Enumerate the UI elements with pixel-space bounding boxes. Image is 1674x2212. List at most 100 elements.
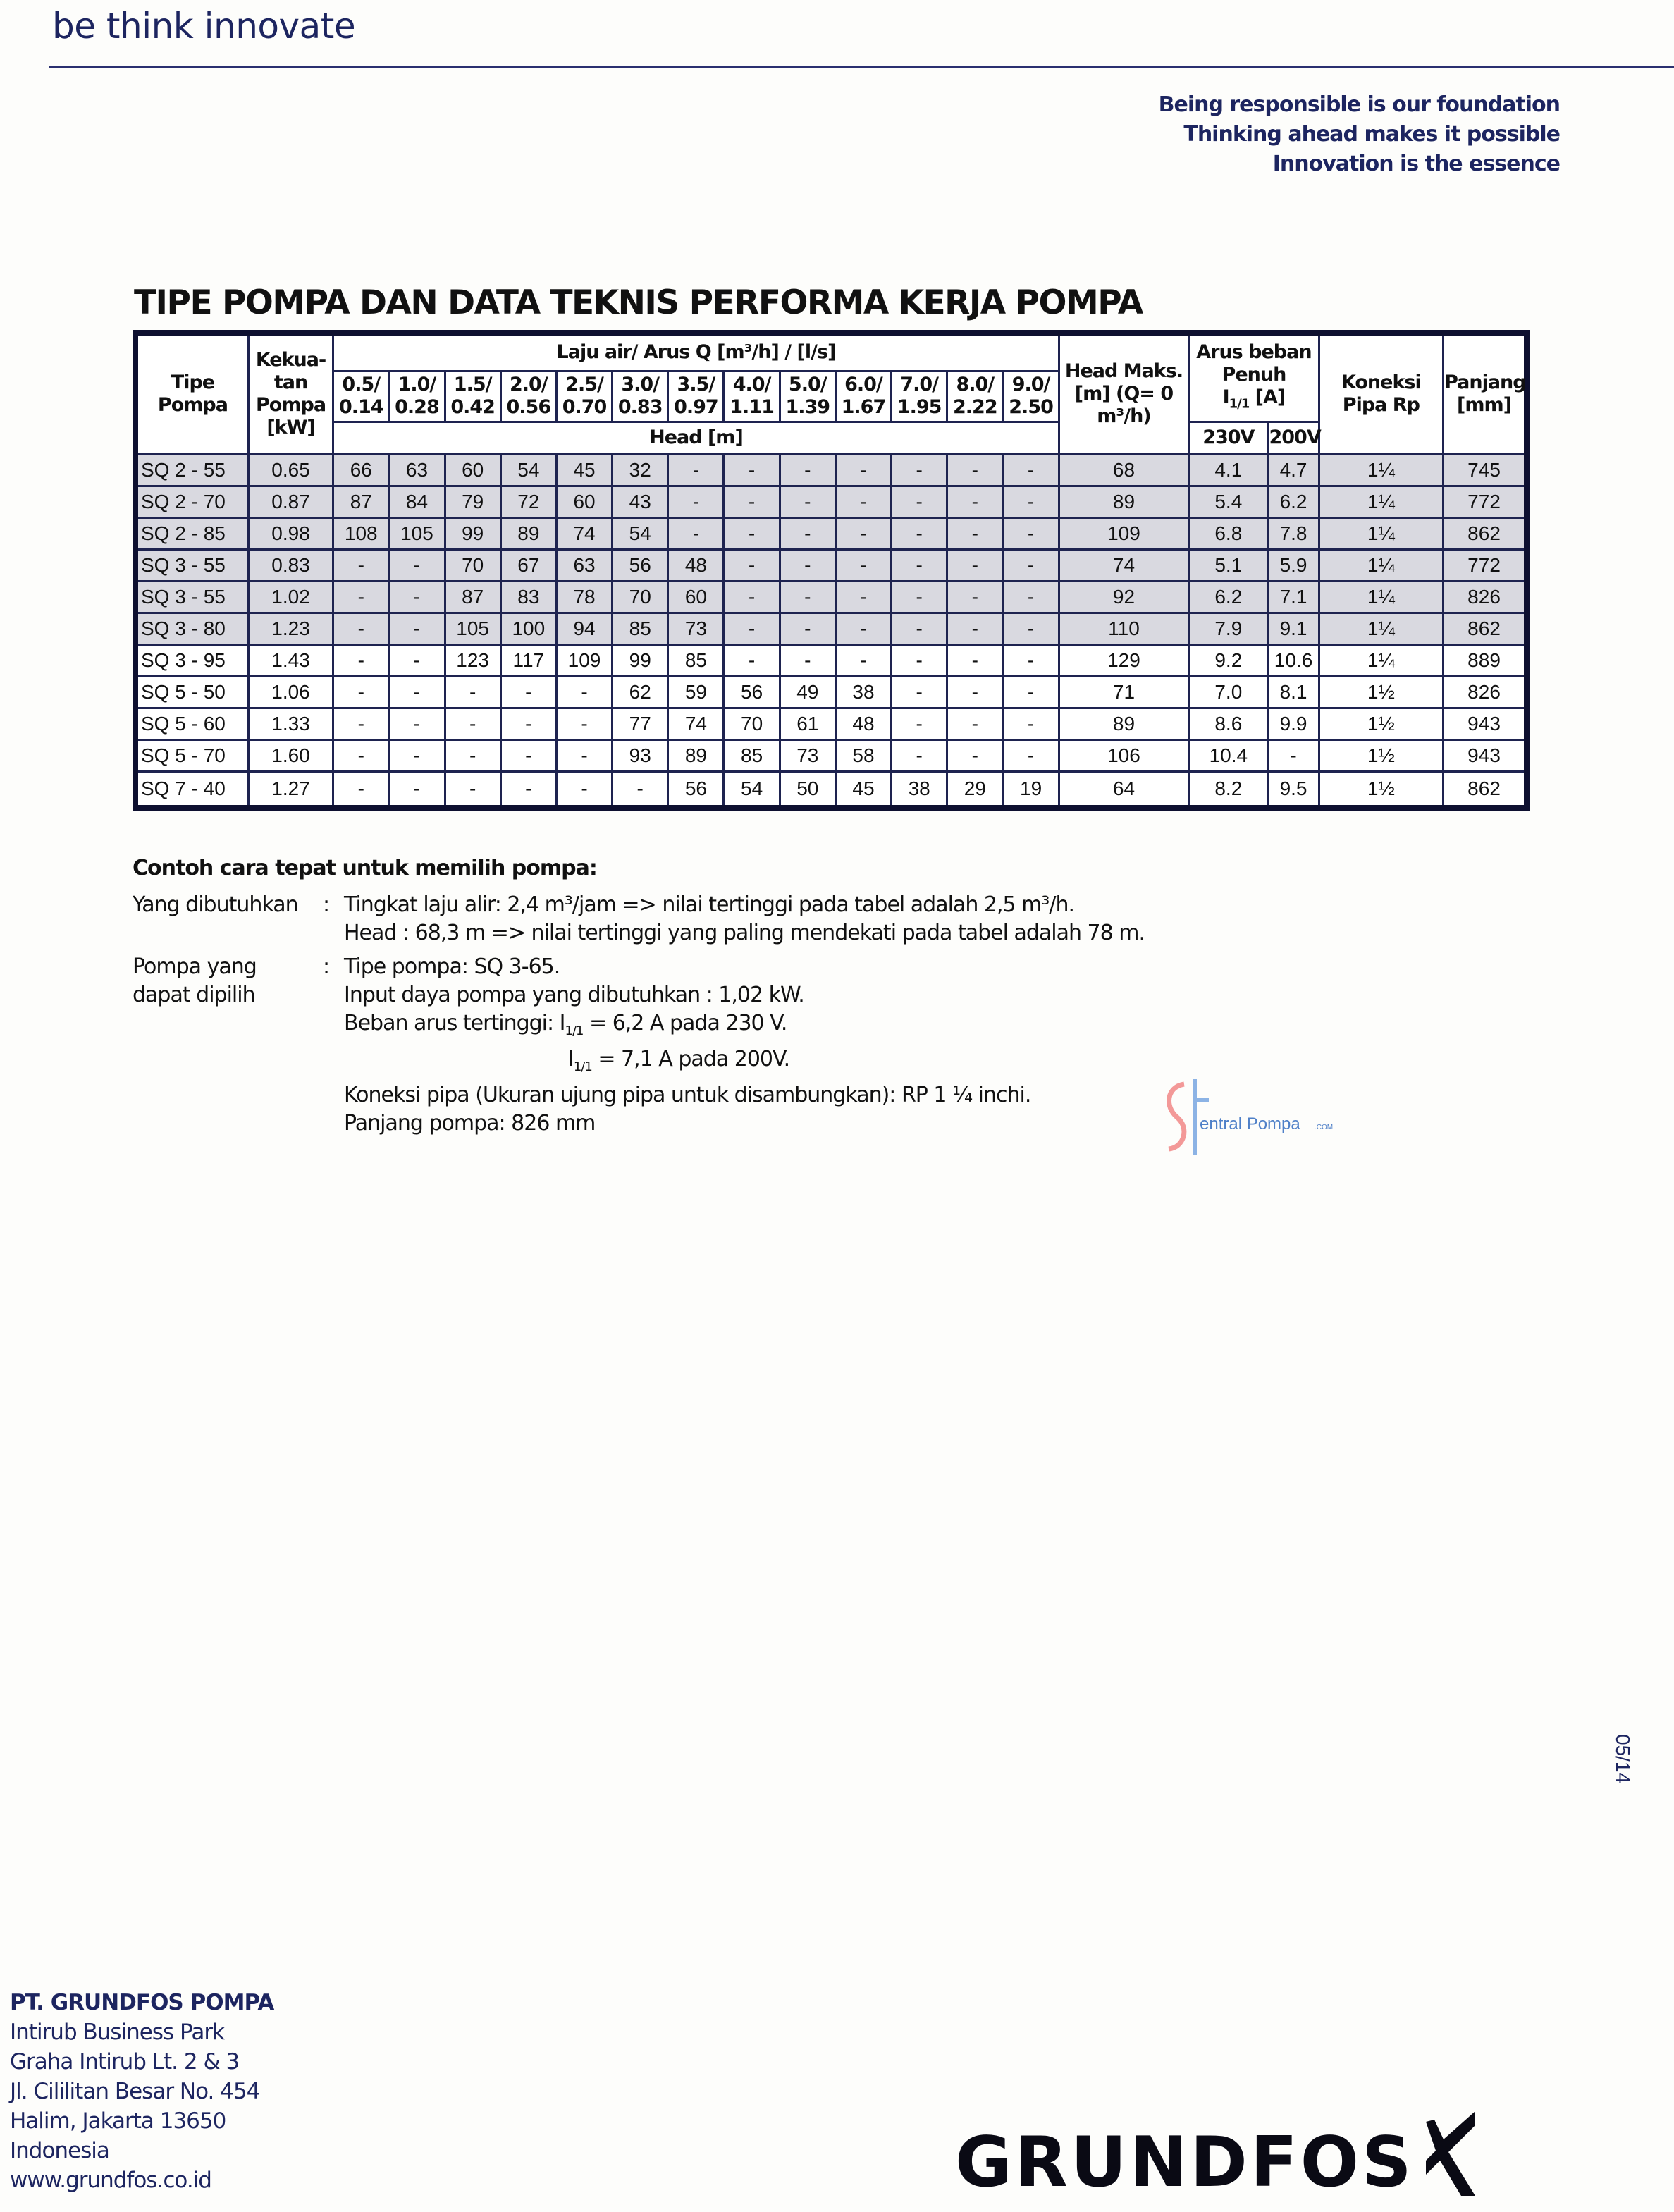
cell-head: -	[722, 516, 781, 551]
cell-head: -	[388, 770, 446, 809]
cell-head: 123	[443, 643, 502, 677]
cell-current-230v: 5.1	[1188, 548, 1269, 582]
cell-current-230v: 6.2	[1188, 579, 1269, 614]
page-title: TIPE POMPA DAN DATA TEKNIS PERFORMA KERJ…	[134, 283, 1143, 322]
cell-current-200v: -	[1267, 738, 1320, 773]
cell-head: 49	[778, 675, 837, 709]
cell-current-200v: 7.1	[1267, 579, 1320, 614]
address-line: Halim, Jakarta 13650	[10, 2108, 226, 2134]
cell-head: -	[499, 706, 558, 741]
chosen-type: Tipe pompa: SQ 3-65.	[344, 954, 560, 979]
cell-head: 73	[778, 738, 837, 773]
cell-head: -	[722, 611, 781, 646]
cell-length: 943	[1442, 706, 1528, 741]
cell-head: -	[332, 770, 390, 809]
cell-head: -	[1002, 675, 1060, 709]
table-row: SQ 3 - 95 1.43- -123 117 109 99 85- - - - - -129 9.2…	[134, 643, 1528, 677]
table-row: SQ 5 - 70 1.60- - - - -93 89 85 73 58- - -106 10.4-1…	[134, 738, 1528, 773]
cell-head: -	[834, 516, 893, 551]
cell-head: -	[332, 548, 390, 582]
cell-current-200v: 8.1	[1267, 675, 1320, 709]
slogan: be think innovate	[52, 6, 356, 47]
cell-pipe: 1¼	[1317, 453, 1445, 487]
header-divider	[49, 66, 1674, 68]
cell-pipe: 1¼	[1317, 484, 1445, 519]
cell-head: 66	[332, 453, 390, 487]
cell-pipe: 1¼	[1317, 611, 1445, 646]
cell-head: -	[388, 548, 446, 582]
cell-tipe: SQ 2 - 85	[134, 516, 250, 551]
tagline: Innovation is the essence	[1272, 152, 1561, 176]
header-200v: 200V	[1267, 420, 1322, 455]
cell-head: 45	[834, 770, 893, 809]
header-flow: 9.0/ 2.50	[1002, 369, 1060, 423]
cell-head: -	[890, 516, 949, 551]
cell-pipe: 1½	[1317, 706, 1445, 741]
cell-current-230v: 6.8	[1188, 516, 1269, 551]
header-flow: 5.0/ 1.39	[778, 369, 837, 423]
cell-head: -	[946, 611, 1004, 646]
cell-head: 99	[443, 516, 502, 551]
header-flow: 6.0/ 1.67	[834, 369, 893, 423]
cell-head: -	[667, 484, 725, 519]
cell-head: -	[1002, 453, 1060, 487]
cell-head: -	[388, 738, 446, 773]
cell-head: 105	[388, 516, 446, 551]
company-address: PT. GRUNDFOS POMPA Intirub Business Park…	[10, 1988, 274, 2195]
cell-head: -	[667, 453, 725, 487]
header-flow: 0.5/ 0.14	[332, 369, 390, 423]
cell-current-200v: 7.8	[1267, 516, 1320, 551]
cell-current-200v: 4.7	[1267, 453, 1320, 487]
colon: :	[323, 954, 330, 979]
grundfos-x-icon	[1425, 2111, 1475, 2196]
cell-head: -	[946, 643, 1004, 677]
cell-length: 826	[1442, 675, 1528, 709]
cell-head: 29	[946, 770, 1004, 809]
cell-current-200v: 9.1	[1267, 611, 1320, 646]
selection-example: Contoh cara tepat untuk memilih pompa: Y…	[133, 854, 1145, 1138]
cell-tipe: SQ 3 - 80	[134, 611, 250, 646]
chosen-label: dapat dipilih	[133, 983, 256, 1007]
cell-head: 54	[499, 453, 558, 487]
cell-head: 87	[332, 484, 390, 519]
cell-length: 889	[1442, 643, 1528, 677]
header-flow: 3.5/ 0.97	[667, 369, 725, 423]
table-row: SQ 2 - 70 0.87 87 84 79 72 60 43- - - - - - -89 5.4 6.2…	[134, 484, 1528, 519]
header-flow: 7.0/ 1.95	[890, 369, 949, 423]
cell-head: 48	[667, 548, 725, 582]
website-link[interactable]: www.grundfos.co.id	[10, 2168, 212, 2193]
header-flow: 8.0/ 2.22	[946, 369, 1004, 423]
cell-head: -	[443, 738, 502, 773]
cell-head: -	[722, 579, 781, 614]
header-head-max: Head Maks. [m] (Q= 0 m³/h)	[1057, 331, 1190, 455]
cell-head: 78	[555, 579, 614, 614]
cell-head: 70	[443, 548, 502, 582]
cell-head: 85	[611, 611, 670, 646]
cell-head: 74	[667, 706, 725, 741]
cell-head: -	[611, 770, 670, 809]
cell-length: 745	[1442, 453, 1528, 487]
cell-head-max: 92	[1057, 579, 1190, 614]
cell-head: -	[778, 484, 837, 519]
cell-length: 862	[1442, 770, 1528, 809]
cell-power: 0.65	[247, 453, 335, 487]
address-line: Jl. Cililitan Besar No. 454	[10, 2079, 260, 2104]
cell-head: 72	[499, 484, 558, 519]
table-row: SQ 3 - 80 1.23- -105 100 94 85 73- - - - - -110 7.9 9…	[134, 611, 1528, 646]
cell-current-230v: 5.4	[1188, 484, 1269, 519]
cell-head: -	[890, 675, 949, 709]
cell-head: -	[946, 738, 1004, 773]
cell-head: 89	[499, 516, 558, 551]
cell-head: -	[388, 579, 446, 614]
pump-data-table: Tipe Pompa Kekua- tan Pompa [kW] Laju ai…	[133, 330, 1530, 811]
load-prefix: Beban arus tertinggi:	[344, 1011, 554, 1036]
cell-head: -	[778, 611, 837, 646]
cell-head: 19	[1002, 770, 1060, 809]
cell-head: -	[1002, 738, 1060, 773]
tagline: Thinking ahead makes it possible	[1183, 122, 1561, 147]
cell-current-230v: 7.9	[1188, 611, 1269, 646]
cell-head: -	[388, 611, 446, 646]
cell-head: -	[778, 579, 837, 614]
cell-head: -	[890, 706, 949, 741]
cell-head: -	[890, 611, 949, 646]
